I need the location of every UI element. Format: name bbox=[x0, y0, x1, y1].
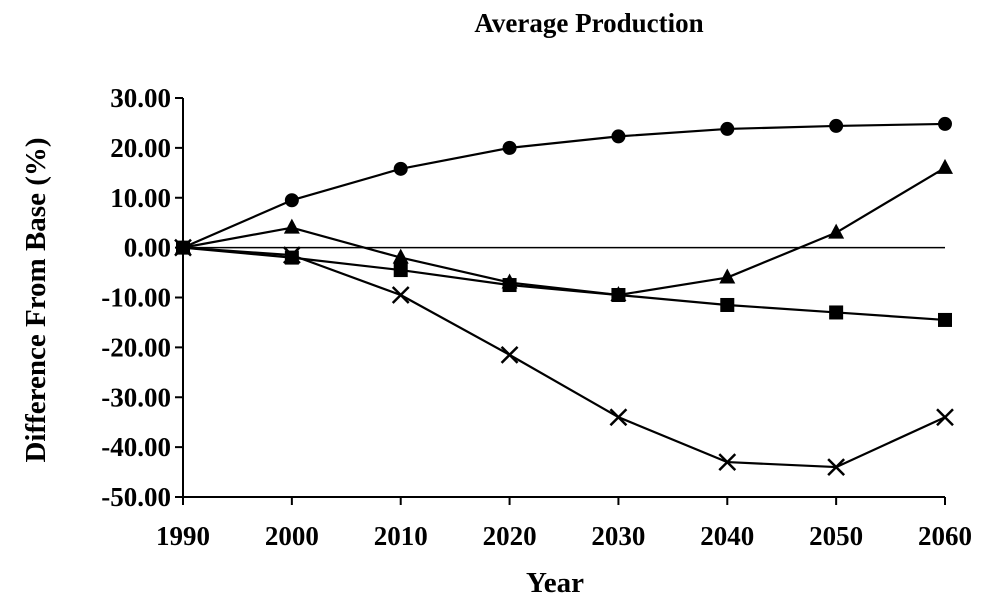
data-point-square bbox=[284, 250, 299, 265]
data-point-triangle bbox=[392, 248, 409, 264]
series-line-circle bbox=[182, 122, 946, 249]
x-tick-label: 2000 bbox=[265, 521, 319, 551]
x-axis-title: Year bbox=[526, 567, 584, 599]
y-tick-label: -50.00 bbox=[101, 482, 171, 512]
data-point-x bbox=[282, 246, 301, 264]
data-point-triangle bbox=[937, 158, 953, 174]
data-point-x bbox=[827, 458, 846, 476]
data-point-circle bbox=[720, 121, 735, 136]
series-line-square bbox=[182, 246, 946, 322]
data-point-triangle bbox=[283, 218, 300, 234]
data-point-circle bbox=[393, 161, 408, 176]
data-point-circle bbox=[284, 193, 299, 208]
y-tick-label: -30.00 bbox=[101, 382, 171, 412]
y-tick-label: 0.00 bbox=[124, 233, 171, 263]
series-line-x bbox=[182, 246, 946, 469]
chart-title: Average Production bbox=[474, 8, 703, 38]
data-point-square bbox=[393, 263, 408, 278]
data-point-square bbox=[611, 288, 626, 303]
data-point-x bbox=[609, 408, 628, 427]
x-tick-label: 2050 bbox=[809, 521, 863, 551]
data-point-triangle bbox=[828, 223, 845, 239]
data-point-x bbox=[936, 408, 954, 427]
data-point-x bbox=[174, 238, 192, 257]
data-point-circle bbox=[502, 140, 517, 155]
data-point-x bbox=[718, 453, 737, 471]
y-tick-label: 20.00 bbox=[110, 133, 171, 163]
data-point-square bbox=[829, 305, 844, 320]
y-tick-label: -20.00 bbox=[101, 332, 171, 362]
y-tick-label: 30.00 bbox=[110, 83, 171, 113]
x-tick-label: 2010 bbox=[374, 521, 428, 551]
series-line-triangle bbox=[182, 166, 946, 297]
plot-area: 30.00 20.00 10.00 0.00 -10.00 -20.00 -30.00 -40… bbox=[101, 83, 972, 551]
y-tick-label: -40.00 bbox=[101, 432, 171, 462]
x-tick-label: 1990 bbox=[156, 521, 210, 551]
x-tick-label: 2030 bbox=[591, 521, 645, 551]
data-point-triangle bbox=[719, 268, 736, 284]
data-point-x bbox=[500, 345, 519, 364]
data-point-x bbox=[391, 286, 410, 304]
x-tick-label: 2020 bbox=[483, 521, 537, 551]
x-tick-label: 2060 bbox=[918, 521, 972, 551]
data-point-square bbox=[938, 312, 952, 327]
y-tick-label: -10.00 bbox=[101, 283, 171, 313]
data-point-circle bbox=[611, 129, 626, 144]
y-axis-title: Difference From Base (%) bbox=[20, 137, 52, 462]
y-tick-label: 10.00 bbox=[110, 183, 171, 213]
data-point-square bbox=[502, 278, 517, 293]
data-point-circle bbox=[938, 116, 952, 131]
x-tick-label: 2040 bbox=[700, 521, 754, 551]
data-point-circle bbox=[829, 118, 844, 133]
data-point-square bbox=[720, 297, 735, 312]
